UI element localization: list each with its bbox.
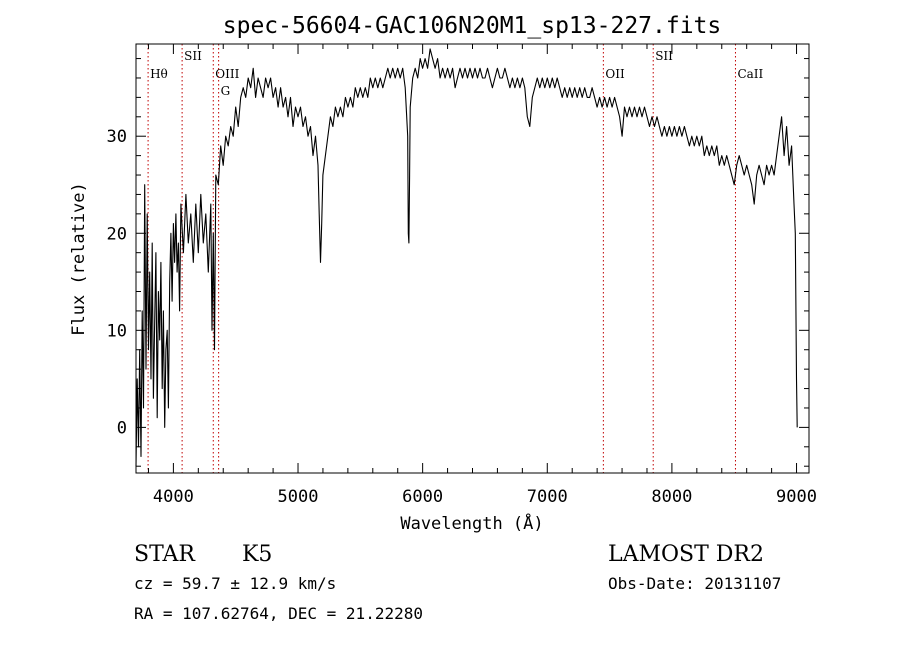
plot-frame <box>135 43 810 474</box>
y-axis-label: Flux (relative) <box>69 182 89 336</box>
line-label: OIII <box>215 67 239 81</box>
survey-name: LAMOST DR2 <box>608 542 764 567</box>
object-subclass: K5 <box>242 542 272 567</box>
x-tick-label: 6000 <box>402 487 443 507</box>
x-tick-label: 4000 <box>153 487 194 507</box>
line-label: SII <box>655 49 673 63</box>
ra-dec: RA = 107.62764, DEC = 21.22280 <box>134 604 423 623</box>
obs-date: Obs-Date: 20131107 <box>608 574 781 593</box>
y-tick-label: 30 <box>107 127 127 147</box>
x-tick-label: 8000 <box>651 487 692 507</box>
line-label: G <box>221 84 231 98</box>
y-tick-label: 20 <box>107 224 127 244</box>
x-tick-label: 7000 <box>527 487 568 507</box>
x-axis-label: Wavelength (Å) <box>400 512 543 534</box>
line-label: CaII <box>737 67 763 81</box>
x-tick-label: 5000 <box>278 487 319 507</box>
line-label: SII <box>184 49 202 63</box>
chart-title: spec-56604-GAC106N20M1_sp13-227.fits <box>223 13 722 39</box>
y-tick-label: 0 <box>117 418 127 438</box>
redshift-cz: cz = 59.7 ± 12.9 km/s <box>134 574 336 593</box>
x-tick-label: 9000 <box>776 487 817 507</box>
line-label: Hθ <box>150 67 168 81</box>
spectrum-series <box>135 48 798 467</box>
y-tick-label: 10 <box>107 321 127 341</box>
plot-area: Hθ SII OIII G OII SII CaII 4000 5000 6000 7000 8000… <box>107 43 817 507</box>
object-class: STAR <box>134 542 196 567</box>
line-label: OII <box>605 67 625 81</box>
